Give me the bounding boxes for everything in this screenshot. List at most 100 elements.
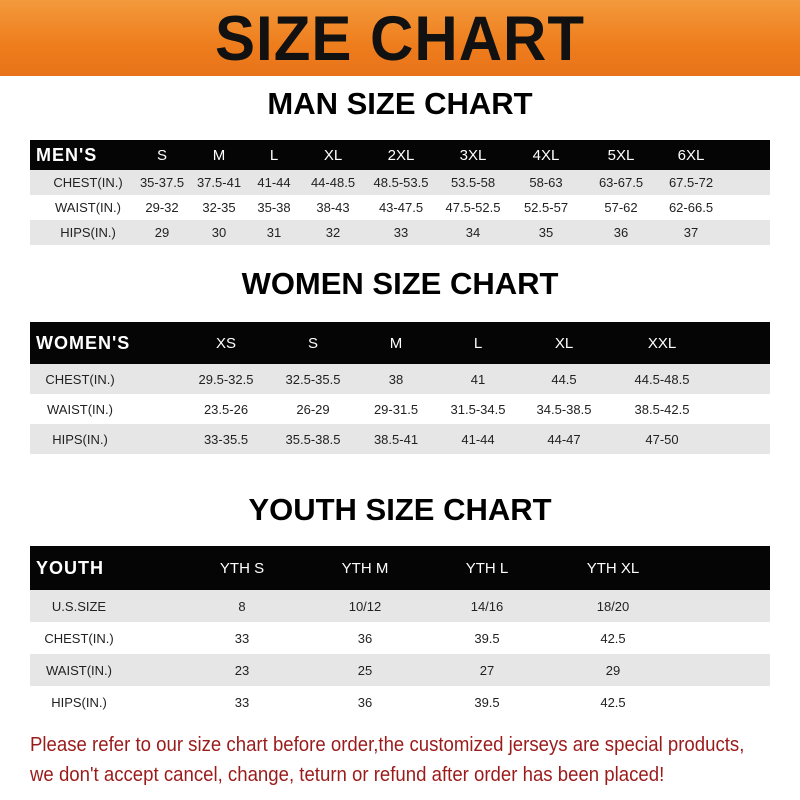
banner-title: SIZE CHART [215,3,585,74]
women-section-title: WOMEN SIZE CHART [241,266,559,301]
table-cell: 29 [605,662,621,678]
table-cell: 38.5-42.5 [634,401,690,417]
size-header: 5XL [607,146,635,164]
table-cell: 67.5-72 [668,175,714,190]
table-cell: 26-29 [296,401,330,417]
table-cell: 32-35 [202,200,236,215]
table-cell: 32.5-35.5 [285,371,341,387]
table-cell: 33 [234,630,250,646]
table-cell: 35-37.5 [139,175,185,190]
table-cell: 34.5-38.5 [536,401,592,417]
row-label: WAIST(IN.) [47,401,113,417]
table-cell: 48.5-53.5 [373,175,429,190]
table-header-row: YOUTH YTH S YTH M YTH L YTH XL [30,546,770,590]
row-label: CHEST(IN.) [53,175,123,190]
table-cell: 8 [238,598,246,614]
size-header: YTH XL [586,559,640,577]
table-cell: 37 [683,225,699,240]
table-cell: 41 [470,371,486,387]
size-header: 6XL [677,146,705,164]
table-cell: 29-32 [145,200,179,215]
table-cell: 33-35.5 [203,431,249,447]
table-cell: 44.5 [551,371,577,387]
table-cell: 35-38 [257,200,291,215]
table-cell: 34 [465,225,481,240]
table-cell: 23 [234,662,250,678]
table-cell: 29 [154,225,170,240]
table-row: WAIST(IN.) 29-32 32-35 35-38 38-43 43-47.5 47.… [30,195,770,220]
youth-section-title: YOUTH SIZE CHART [248,492,552,527]
size-header: 4XL [532,146,560,164]
size-header: S [156,146,168,164]
size-chart-banner: SIZE CHART [0,0,800,76]
table-row: CHEST(IN.) 29.5-32.5 32.5-35.5 38 41 44.5 44.5… [30,364,770,394]
table-row: WAIST(IN.) 23.5-26 26-29 29-31.5 31.5-34.5 34… [30,394,770,424]
table-cell: 52.5-57 [523,200,569,215]
size-header: 2XL [387,146,415,164]
table-cell: 37.5-41 [196,175,242,190]
row-label: CHEST(IN.) [44,630,114,646]
size-header: 3XL [459,146,487,164]
table-cell: 29-31.5 [373,401,419,417]
table-cell: 30 [211,225,227,240]
table-cell: 31.5-34.5 [450,401,506,417]
table-cell: 43-47.5 [378,200,424,215]
table-title-cell: WOMEN'S [36,332,131,353]
table-cell: 41-44 [257,175,291,190]
size-header: YTH L [465,559,509,577]
table-cell: 57-62 [604,200,638,215]
size-header: XL [554,334,574,352]
table-cell: 44.5-48.5 [634,371,690,387]
table-cell: 44-48.5 [310,175,356,190]
table-cell: 10/12 [348,598,382,614]
table-cell: 32 [325,225,341,240]
row-label: WAIST(IN.) [46,662,112,678]
table-title-cell: MEN'S [36,144,98,165]
table-cell: 14/16 [470,598,504,614]
table-cell: 38 [388,371,404,387]
size-header: M [212,146,226,164]
row-label: U.S.SIZE [51,598,107,614]
notice-line-1: Please refer to our size chart before or… [30,734,745,756]
table-cell: 36 [357,694,373,710]
table-cell: 42.5 [600,694,626,710]
size-header: YTH M [341,559,389,577]
table-row: HIPS(IN.) 33-35.5 35.5-38.5 38.5-41 41-44 44-… [30,424,770,454]
row-label: CHEST(IN.) [45,371,115,387]
table-cell: 38.5-41 [373,431,419,447]
size-header: YTH S [219,559,265,577]
row-label: WAIST(IN.) [55,200,121,215]
table-cell: 36 [613,225,629,240]
table-cell: 29.5-32.5 [198,371,254,387]
table-cell: 35.5-38.5 [285,431,341,447]
size-header: XL [323,146,343,164]
table-row: CHEST(IN.) 33 36 39.5 42.5 [30,622,770,654]
table-cell: 62-66.5 [668,200,714,215]
table-cell: 27 [479,662,495,678]
table-cell: 39.5 [474,630,500,646]
table-cell: 31 [266,225,282,240]
row-label: HIPS(IN.) [52,431,108,447]
table-row: CHEST(IN.) 35-37.5 37.5-41 41-44 44-48.5 48.5… [30,170,770,195]
table-cell: 23.5-26 [203,401,249,417]
men-section-title: MAN SIZE CHART [267,86,533,121]
table-cell: 38-43 [316,200,350,215]
table-row: HIPS(IN.) 29 30 31 32 33 34 35 36 37 [30,220,770,245]
table-cell: 18/20 [596,598,630,614]
table-cell: 63-67.5 [598,175,644,190]
table-cell: 47-50 [645,431,679,447]
size-header: XS [215,334,237,352]
table-cell: 41-44 [461,431,495,447]
table-header-row: MEN'S S M L XL 2XL 3XL 4XL 5XL 6XL [30,140,770,170]
table-cell: 42.5 [600,630,626,646]
row-label: HIPS(IN.) [60,225,116,240]
table-cell: 47.5-52.5 [445,200,501,215]
notice-line-2: we don't accept cancel, change, teturn o… [30,764,665,786]
table-cell: 36 [357,630,373,646]
table-row: U.S.SIZE 8 10/12 14/16 18/20 [30,590,770,622]
table-cell: 33 [393,225,409,240]
table-cell: 35 [538,225,554,240]
row-label: HIPS(IN.) [51,694,107,710]
table-row: HIPS(IN.) 33 36 39.5 42.5 [30,686,770,718]
table-cell: 53.5-58 [450,175,496,190]
